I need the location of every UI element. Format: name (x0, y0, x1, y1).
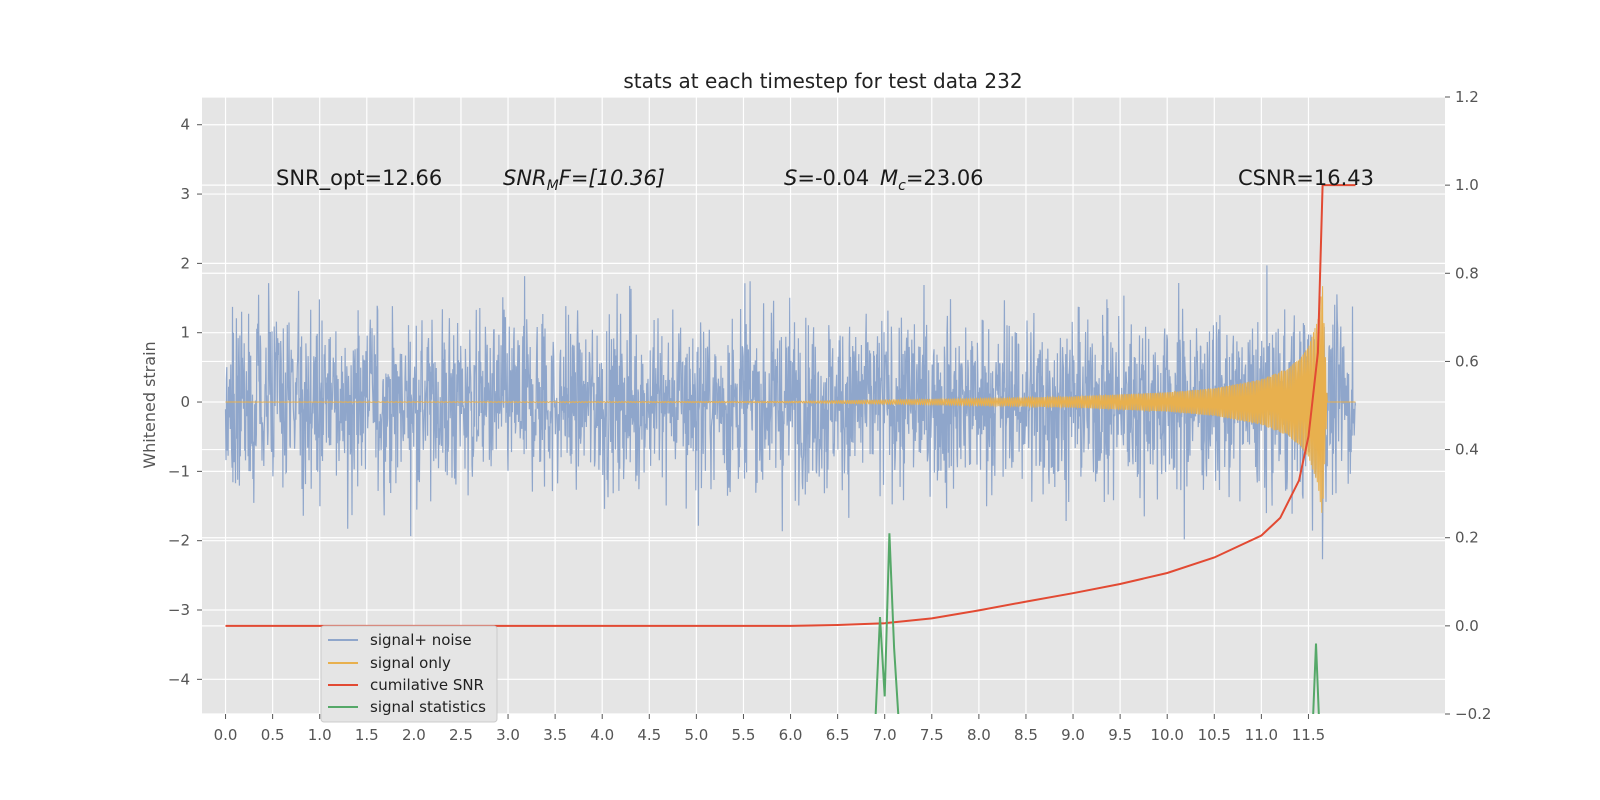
y-tick-label: −4 (168, 670, 190, 688)
legend-label-cumilative-snr: cumilative SNR (370, 676, 484, 694)
annotation-snr-opt: SNR_opt=12.66 (276, 166, 442, 191)
x-tick-label: 4.5 (637, 726, 661, 744)
y-tick-label: −2 (168, 532, 190, 550)
y2-tick-label: 1.0 (1455, 176, 1479, 194)
y-tick-label: −1 (168, 462, 190, 480)
x-tick-label: 6.0 (779, 726, 803, 744)
annotation-s: S=-0.04 (784, 166, 869, 190)
x-tick-label: 5.5 (732, 726, 756, 744)
x-tick-label: 1.5 (355, 726, 379, 744)
x-tick-label: 0.0 (214, 726, 238, 744)
x-tick-label: 8.0 (967, 726, 991, 744)
x-tick-label: 0.5 (261, 726, 285, 744)
y2-tick-label: −0.2 (1455, 705, 1491, 723)
y-tick-label: 3 (180, 185, 190, 203)
x-tick-label: 10.0 (1151, 726, 1184, 744)
x-tick-label: 3.0 (496, 726, 520, 744)
x-tick-label: 4.0 (590, 726, 614, 744)
y-tick-label: −3 (168, 601, 190, 619)
y-axis-ticks: −4 −3 −2 −1 0 1 2 3 4 (168, 116, 202, 688)
x-tick-label: 6.5 (826, 726, 850, 744)
legend-label-signal-noise: signal+ noise (370, 631, 472, 649)
x-tick-label: 7.5 (920, 726, 944, 744)
series-signal-only-line (225, 286, 1356, 513)
series-signal-statistics-line (874, 533, 1320, 714)
series-cumilative-snr-line (225, 184, 1356, 627)
y2-tick-label: 0.6 (1455, 352, 1479, 370)
y2-tick-label: 0.8 (1455, 264, 1479, 282)
chart-title: stats at each timestep for test data 232 (623, 69, 1022, 93)
legend-label-signal-statistics: signal statistics (370, 698, 486, 716)
annotation-csnr: CSNR=16.43 (1238, 166, 1374, 190)
y2-tick-label: 0.0 (1455, 617, 1479, 635)
y-tick-label: 4 (180, 116, 190, 134)
legend-box (320, 625, 498, 723)
x-tick-label: 5.0 (684, 726, 708, 744)
x-tick-label: 2.5 (449, 726, 473, 744)
annotation-snr-mf: SNRMF=[10.36] (503, 166, 665, 194)
y-axis-title: Whitened strain (140, 341, 159, 468)
x-axis-ticks: 0.0 0.5 1.0 1.5 2.0 2.5 3.0 3.5 4.0 4.5 5.0 5.5 6.0 6… (214, 714, 1325, 744)
x-tick-label: 11.5 (1292, 726, 1325, 744)
x-tick-label: 7.0 (873, 726, 897, 744)
x-tick-label: 9.5 (1108, 726, 1132, 744)
x-tick-label: 10.5 (1198, 726, 1231, 744)
y2-tick-label: 1.2 (1455, 88, 1479, 106)
y2-tick-label: 0.4 (1455, 441, 1479, 459)
legend: signal+ noise signal only cumilative SNR… (320, 625, 498, 723)
x-tick-label: 8.5 (1014, 726, 1038, 744)
x-tick-label: 2.0 (402, 726, 426, 744)
series-signal-noise-line (224, 265, 1357, 560)
y2-tick-label: 0.2 (1455, 529, 1479, 547)
y2-axis-ticks: −0.2 0.0 0.2 0.4 0.6 0.8 1.0 1.2 (1445, 88, 1491, 723)
y-tick-label: 1 (180, 324, 190, 342)
y-tick-label: 0 (180, 393, 190, 411)
x-tick-label: 9.0 (1061, 726, 1085, 744)
x-tick-label: 1.0 (308, 726, 332, 744)
x-tick-label: 3.5 (543, 726, 567, 744)
x-tick-label: 11.0 (1245, 726, 1278, 744)
annotation-mc: Mc=23.06 (880, 166, 984, 194)
series-layer (224, 184, 1357, 714)
y-tick-label: 2 (180, 254, 190, 272)
legend-label-signal-only: signal only (370, 654, 451, 672)
